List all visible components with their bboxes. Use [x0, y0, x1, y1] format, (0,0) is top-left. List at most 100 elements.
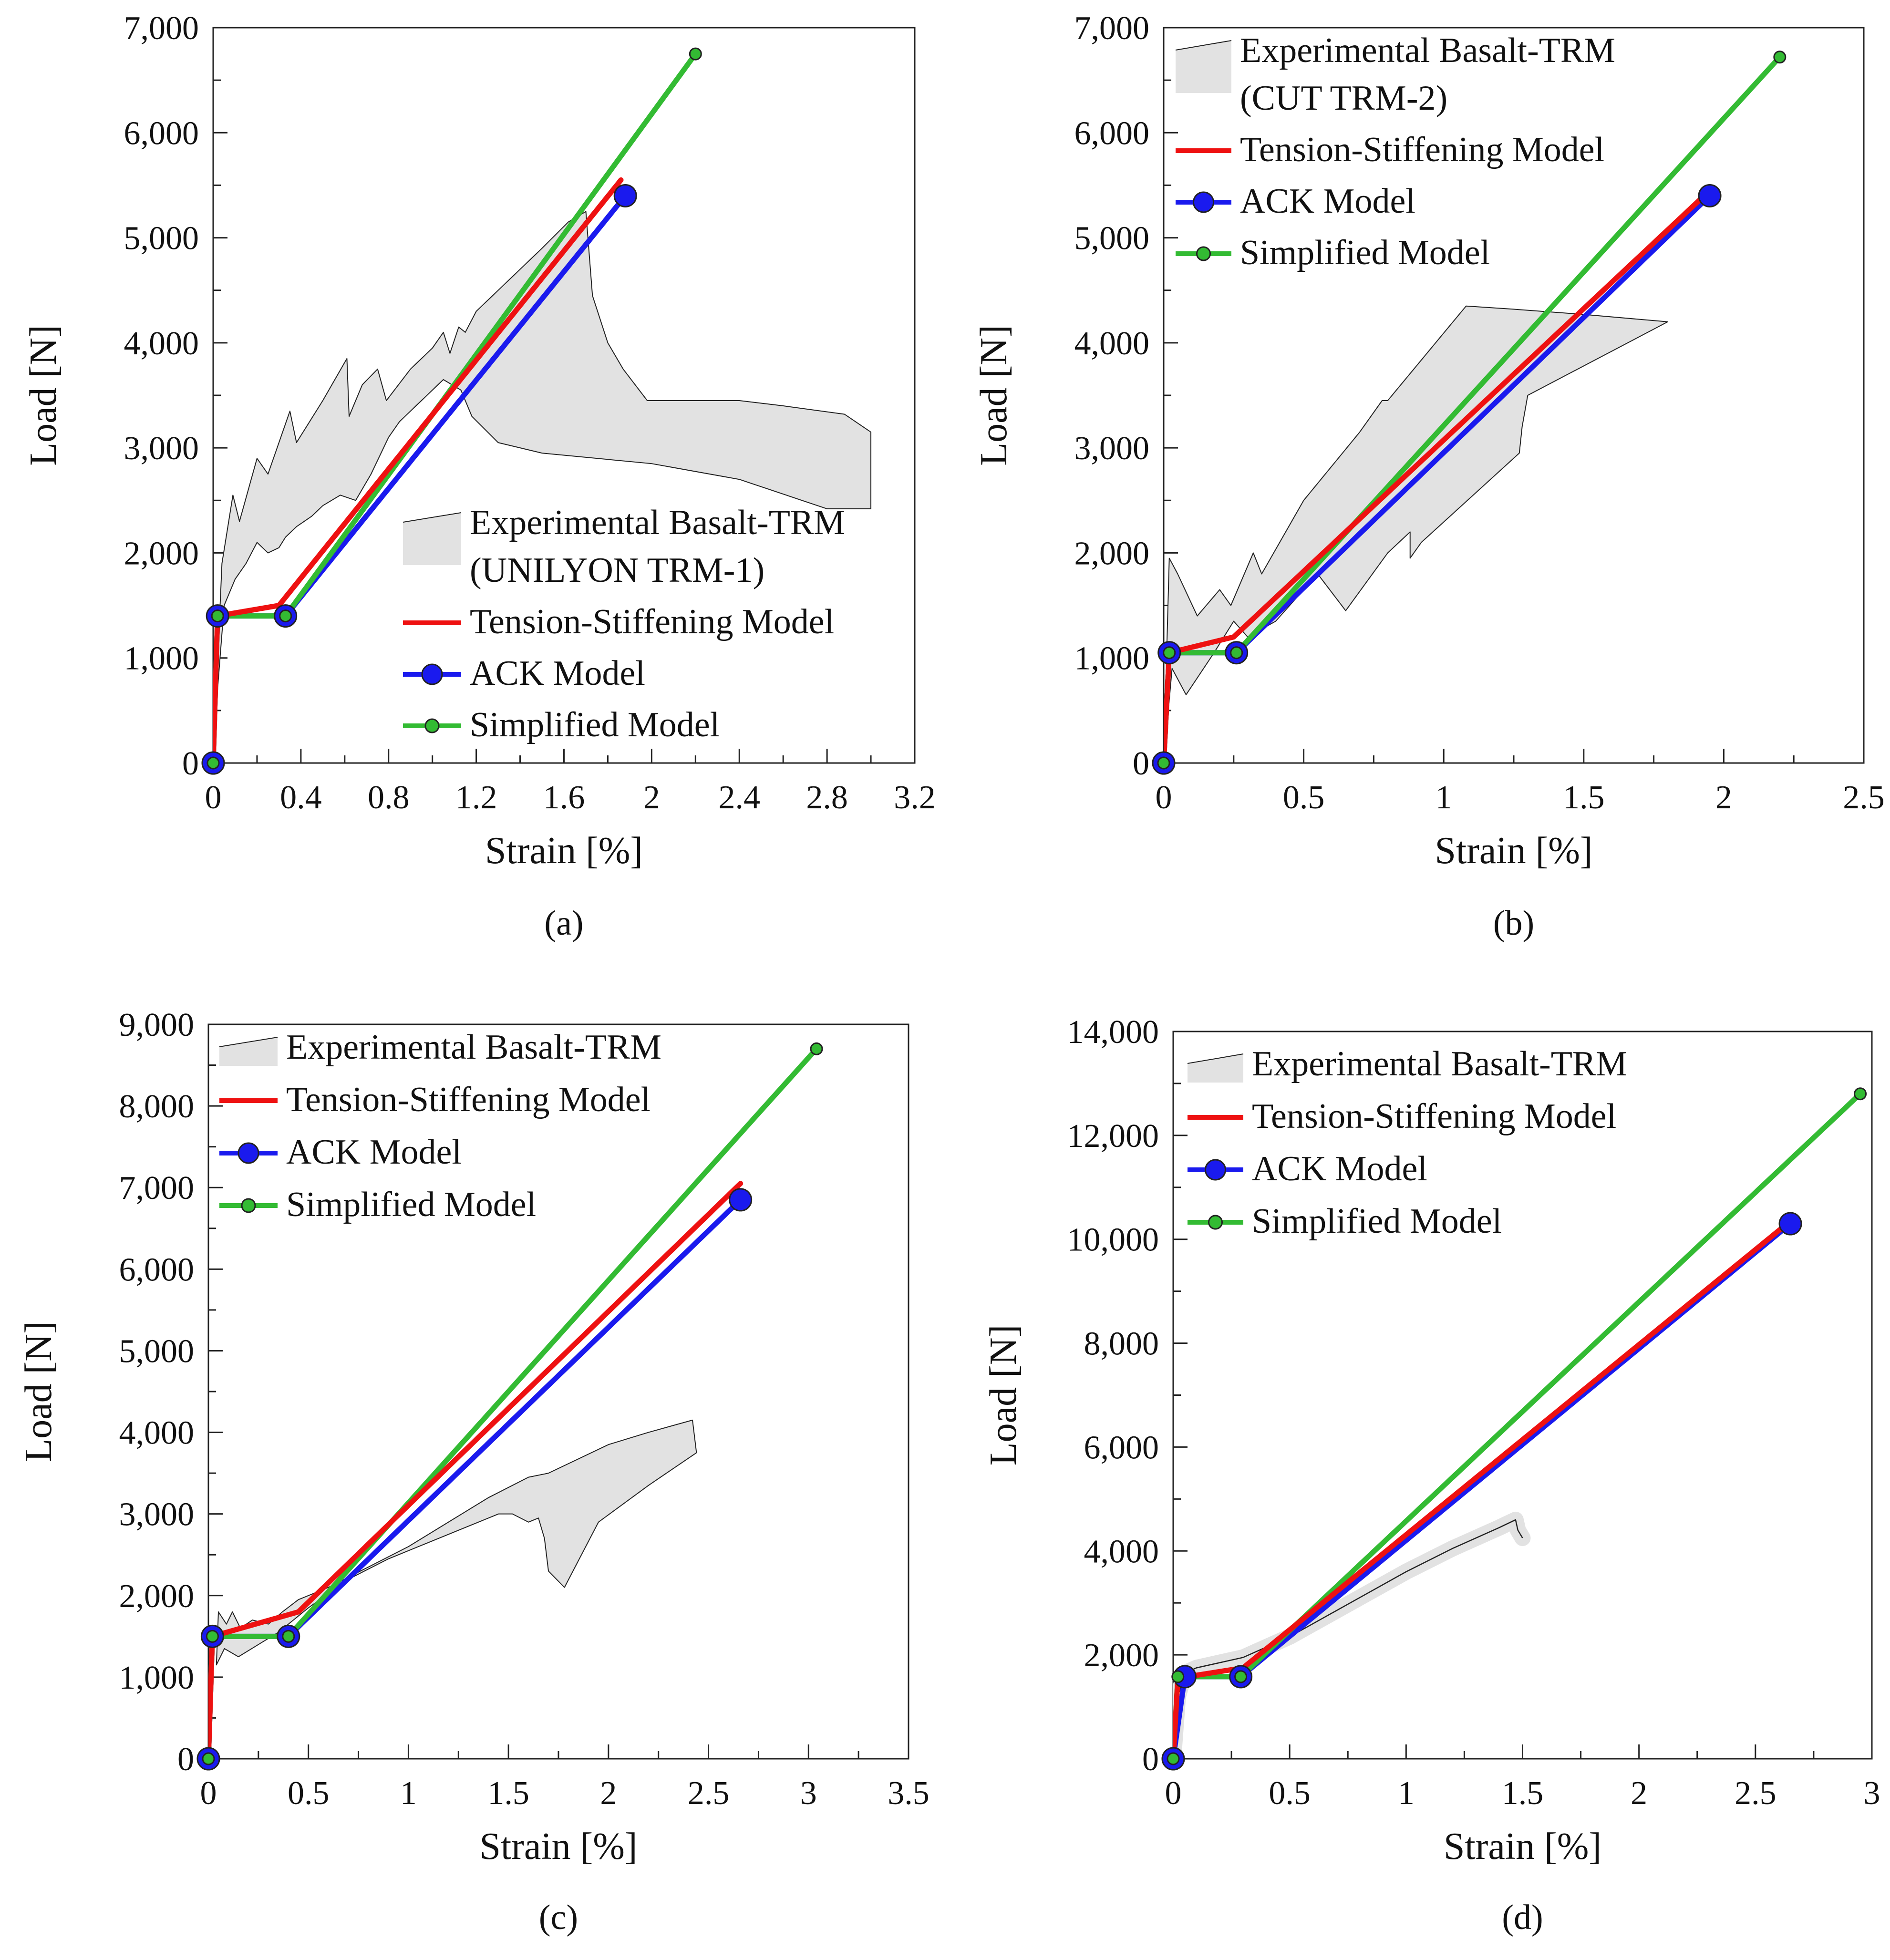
legend-label: Simplified Model [286, 1185, 536, 1224]
chart-panel-1: 0 0.5 1 1.5 2 2.5 0 1,000 2,000 3,000 4,000 5,000 6,… [973, 10, 1885, 943]
series-marker-simplified [1163, 646, 1176, 660]
y-tick-label: 0 [1133, 745, 1149, 782]
y-tick-label: 0 [1142, 1741, 1159, 1778]
legend-entry-ack: ACK Model [1188, 1149, 1427, 1188]
y-tick-label: 4,000 [1084, 1533, 1159, 1570]
series-marker-simplified [1773, 51, 1787, 64]
chart-panel-3: 0 0.5 1 1.5 2 2.5 3 0 2,000 4,000 6,000 8,000 10,000… [982, 1014, 1880, 1937]
legend-entry-tension-stiffening: Tension-Stiffening Model [1176, 130, 1604, 169]
series-marker-simplified [689, 47, 702, 61]
legend-label: ACK Model [1240, 182, 1415, 221]
y-tick-label: 4,000 [119, 1415, 195, 1452]
legend-label: Experimental Basalt-TRM [1240, 31, 1615, 70]
panel-label: (d) [1502, 1898, 1543, 1937]
x-tick-label: 2.5 [1735, 1775, 1776, 1812]
series-marker-simplified [211, 609, 224, 623]
legend-swatch-marker [241, 1198, 256, 1213]
y-tick-label: 2,000 [1074, 535, 1150, 572]
legend-entry-simplified: Simplified Model [1176, 233, 1490, 272]
series-marker-simplified [279, 609, 292, 623]
x-tick-label: 3.5 [888, 1775, 930, 1812]
x-tick-label: 0.8 [368, 779, 410, 816]
y-tick-label: 6,000 [1074, 115, 1150, 152]
legend-swatch-edge [1187, 1053, 1244, 1064]
x-tick-label: 2 [600, 1775, 617, 1812]
series-marker-simplified [282, 1630, 295, 1643]
series-line-tension-stiffening [1164, 187, 1713, 763]
y-tick-label: 3,000 [119, 1496, 195, 1533]
y-tick-label: 6,000 [124, 115, 199, 152]
y-tick-label: 2,000 [1084, 1637, 1159, 1674]
legend-entry-ack: ACK Model [219, 1133, 462, 1172]
y-tick-label: 3,000 [124, 430, 199, 467]
legend-swatch-edge [403, 512, 462, 523]
legend-entry-tension-stiffening: Tension-Stiffening Model [1188, 1097, 1616, 1136]
x-tick-label: 2.5 [1843, 779, 1885, 816]
x-tick-label: 3.2 [894, 779, 936, 816]
series-marker-ack [613, 184, 637, 207]
chart-panel-0: 0 0.4 0.8 1.2 1.6 2 2.4 2.8 3.2 0 1,000 2,000 3,000 4… [22, 10, 936, 943]
y-tick-label: 0 [182, 745, 199, 782]
x-tick-label: 1 [1398, 1775, 1415, 1812]
series-marker-simplified [810, 1042, 823, 1055]
legend-entry-experimental: Experimental Basalt-TRM (CUT TRM-2) [1175, 31, 1615, 118]
y-tick-label: 1,000 [1074, 640, 1150, 677]
x-tick-label: 0 [1156, 779, 1172, 816]
legend-swatch-marker [1196, 246, 1211, 261]
x-tick-label: 2 [1715, 779, 1732, 816]
x-tick-label: 1 [400, 1775, 417, 1812]
x-tick-label: 3 [800, 1775, 817, 1812]
x-tick-label: 2 [1631, 1775, 1647, 1812]
legend-label: Tension-Stiffening Model [286, 1080, 651, 1119]
y-tick-label: 14,000 [1067, 1014, 1159, 1051]
legend-label: ACK Model [286, 1133, 462, 1172]
x-tick-label: 0 [200, 1775, 217, 1812]
y-tick-label: 9,000 [119, 1007, 195, 1043]
legend-label: Simplified Model [1252, 1202, 1502, 1241]
series-marker-simplified [1167, 1752, 1180, 1765]
y-tick-label: 10,000 [1067, 1222, 1159, 1259]
y-tick-label: 7,000 [119, 1170, 195, 1207]
series-marker-simplified [202, 1752, 215, 1765]
legend-label: ACK Model [1252, 1149, 1427, 1188]
chart-panel-2: 0 0.5 1 1.5 2 2.5 3 3.5 0 1,000 2,000 3,000 4,000 5,0… [18, 1007, 930, 1937]
y-tick-label: 12,000 [1067, 1118, 1159, 1155]
legend-label: Tension-Stiffening Model [1252, 1097, 1616, 1136]
y-axis-title: Load [N] [18, 1321, 60, 1462]
series-marker-simplified [1854, 1087, 1867, 1101]
panel-label: (a) [544, 904, 583, 943]
y-axis-title: Load [N] [973, 325, 1015, 465]
x-tick-label: 3 [1864, 1775, 1880, 1812]
x-tick-label: 0 [1165, 1775, 1182, 1812]
y-tick-label: 5,000 [1074, 220, 1150, 257]
series-line-tension-stiffening [213, 177, 624, 763]
series-marker-ack [729, 1188, 753, 1212]
legend-entry-simplified: Simplified Model [403, 705, 720, 744]
y-tick-label: 0 [177, 1741, 194, 1778]
series-line-tension-stiffening [208, 1181, 744, 1759]
legend-entry-simplified: Simplified Model [219, 1185, 536, 1224]
series-marker-simplified [1171, 1670, 1185, 1683]
series-marker-simplified [207, 756, 220, 770]
x-tick-label: 0.5 [288, 1775, 330, 1812]
legend-label: Experimental Basalt-TRM [1252, 1044, 1627, 1083]
legend-label: (CUT TRM-2) [1240, 79, 1447, 118]
legend-swatch-marker [1208, 1215, 1223, 1230]
y-tick-label: 6,000 [119, 1251, 195, 1288]
series-marker-simplified [1234, 1670, 1248, 1683]
y-tick-label: 2,000 [119, 1578, 195, 1615]
legend-swatch-marker [1193, 191, 1214, 213]
series-marker-simplified [206, 1630, 219, 1643]
legend-swatch-marker [424, 718, 440, 733]
y-tick-label: 7,000 [1074, 10, 1150, 47]
legend-entry-tension-stiffening: Tension-Stiffening Model [403, 602, 834, 641]
x-tick-label: 2.5 [688, 1775, 730, 1812]
x-tick-label: 1.2 [455, 779, 497, 816]
y-tick-label: 7,000 [124, 10, 199, 47]
legend-entry-experimental: Experimental Basalt-TRM [219, 1028, 661, 1067]
legend-entry-ack: ACK Model [1176, 182, 1415, 221]
legend-entry-ack: ACK Model [403, 654, 645, 693]
y-axis-title: Load [N] [982, 1325, 1024, 1465]
x-tick-label: 1.5 [1502, 1775, 1544, 1812]
series-marker-ack [1778, 1212, 1802, 1236]
